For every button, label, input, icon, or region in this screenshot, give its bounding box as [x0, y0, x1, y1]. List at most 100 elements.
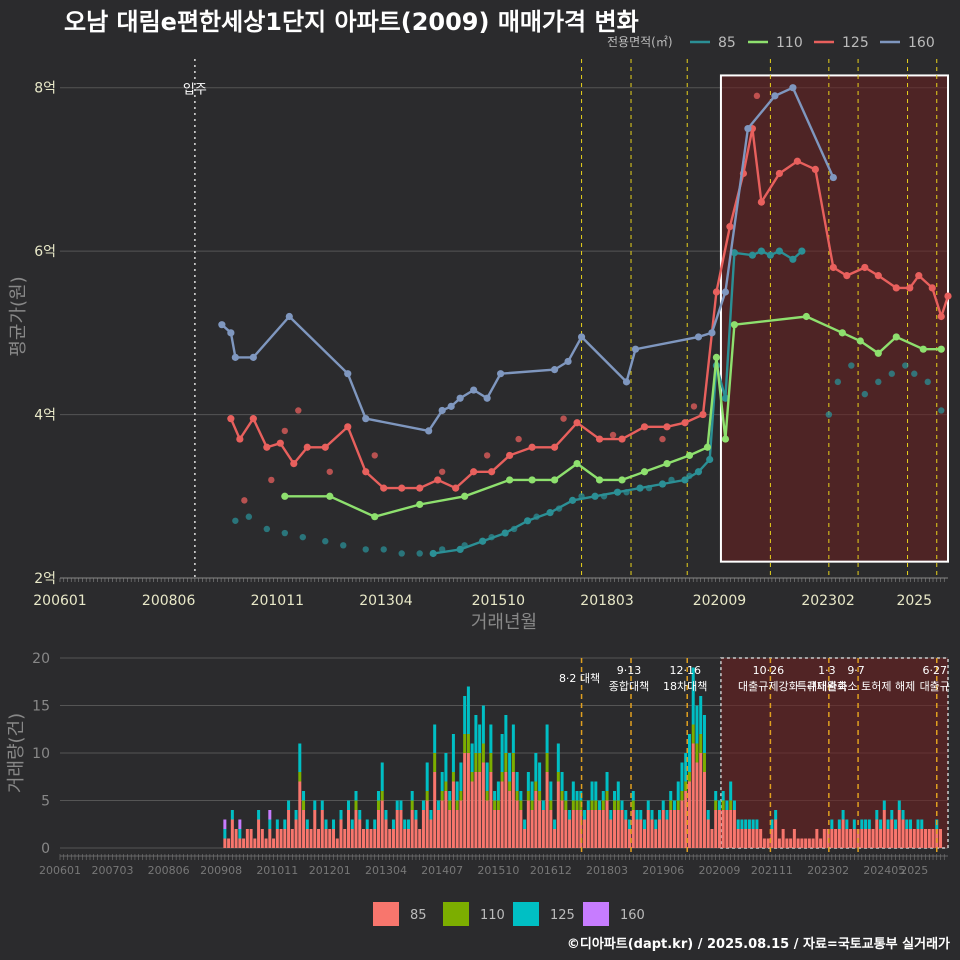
vol-bar — [864, 819, 868, 829]
data-point — [249, 415, 257, 423]
data-point — [789, 84, 797, 92]
vol-x-tick-label: 202302 — [807, 864, 849, 877]
vol-x-tick-label: 202111 — [751, 864, 793, 877]
vol-bar — [328, 829, 332, 848]
data-point — [564, 357, 572, 366]
data-point — [631, 345, 640, 353]
vol-bar — [313, 800, 317, 810]
data-point — [528, 476, 536, 484]
vol-y-axis-title: 거래량(건) — [6, 713, 27, 793]
data-point — [712, 353, 721, 361]
vol-bar — [309, 829, 313, 848]
vol-bar — [399, 800, 403, 810]
vol-bar — [721, 791, 725, 801]
vol-bar — [481, 762, 485, 848]
vol-bar — [384, 810, 388, 820]
vol-bar — [609, 810, 613, 820]
data-point — [290, 459, 298, 468]
data-point — [416, 500, 424, 509]
vol-bar — [504, 715, 508, 753]
vol-bar — [676, 810, 680, 848]
vol-x-tick-label: 2025 — [900, 864, 928, 877]
vol-y-tick-label: 0 — [41, 841, 50, 857]
vol-bar — [717, 810, 721, 848]
data-point — [618, 435, 626, 443]
vol-bar — [605, 800, 609, 848]
vol-bar — [354, 791, 358, 801]
vol-bar — [800, 838, 804, 848]
vol-bar — [541, 810, 545, 848]
data-point — [721, 288, 730, 296]
vol-bar — [223, 829, 227, 839]
vol-bar — [736, 829, 740, 848]
data-point — [524, 517, 532, 525]
vol-bar — [841, 810, 845, 820]
vol-highlight-box — [720, 657, 949, 849]
vol-bar — [879, 819, 883, 829]
data-point — [874, 349, 882, 357]
vol-bar — [463, 753, 467, 848]
scatter-point — [295, 407, 302, 414]
vol-y-tick-label: 15 — [32, 699, 50, 715]
data-point — [501, 529, 509, 537]
vol-bar — [852, 819, 856, 829]
vol-bar — [560, 800, 564, 848]
vol-bar — [391, 829, 395, 848]
vol-bar — [706, 810, 710, 820]
vol-x-tick-label: 201510 — [477, 864, 519, 877]
vol-bar — [729, 810, 733, 848]
vol-bar — [571, 810, 575, 848]
vol-bar — [541, 800, 545, 810]
vol-bar — [358, 819, 362, 848]
vol-bar — [669, 791, 673, 801]
data-point — [829, 263, 837, 272]
vol-bar — [695, 743, 699, 763]
vol-bar — [380, 800, 384, 848]
vol-bar — [459, 791, 463, 801]
vol-bar — [744, 829, 748, 848]
data-point — [425, 427, 433, 435]
vol-bar — [676, 800, 680, 810]
vol-bar — [421, 810, 425, 848]
vol-bar — [699, 696, 703, 734]
vol-bar — [526, 800, 530, 848]
vol-bar — [837, 829, 841, 848]
vol-bar — [519, 800, 523, 810]
vol-bar — [466, 686, 470, 734]
scatter-point — [416, 550, 423, 557]
x-tick-label: 202302 — [801, 593, 854, 609]
vol-bar — [556, 743, 560, 772]
vol-bar — [807, 838, 811, 848]
vol-bar — [564, 810, 568, 848]
data-point — [838, 329, 846, 337]
data-point — [937, 312, 945, 321]
vol-bar — [463, 734, 467, 753]
vol-bar — [909, 829, 913, 848]
vol-bar — [391, 819, 395, 829]
vol-bar — [395, 810, 399, 848]
vol-bar — [680, 800, 684, 848]
vol-bar — [834, 829, 838, 848]
vol-bar — [601, 791, 605, 801]
vol-bar — [586, 800, 590, 810]
vol-bar — [414, 810, 418, 820]
legend-label-160: 160 — [908, 35, 935, 51]
vol-bar — [796, 838, 800, 848]
vol-bar — [302, 791, 306, 801]
data-point — [456, 394, 464, 402]
vol-bar — [508, 781, 512, 791]
policy-label: 6·27 — [923, 664, 948, 677]
scatter-point — [268, 476, 275, 484]
data-point — [506, 476, 514, 484]
series-85 — [232, 247, 945, 558]
vol-bar — [489, 753, 493, 772]
data-point — [744, 124, 752, 133]
vol-bar — [687, 734, 691, 772]
highlight-box — [719, 74, 949, 563]
vol-bar — [740, 819, 744, 829]
vol-x-tick-label: 201304 — [365, 864, 407, 877]
x-axis-title: 거래년월 — [471, 612, 537, 633]
vol-bar — [684, 781, 688, 791]
vol-bar — [227, 838, 231, 848]
vol-bar — [594, 810, 598, 848]
